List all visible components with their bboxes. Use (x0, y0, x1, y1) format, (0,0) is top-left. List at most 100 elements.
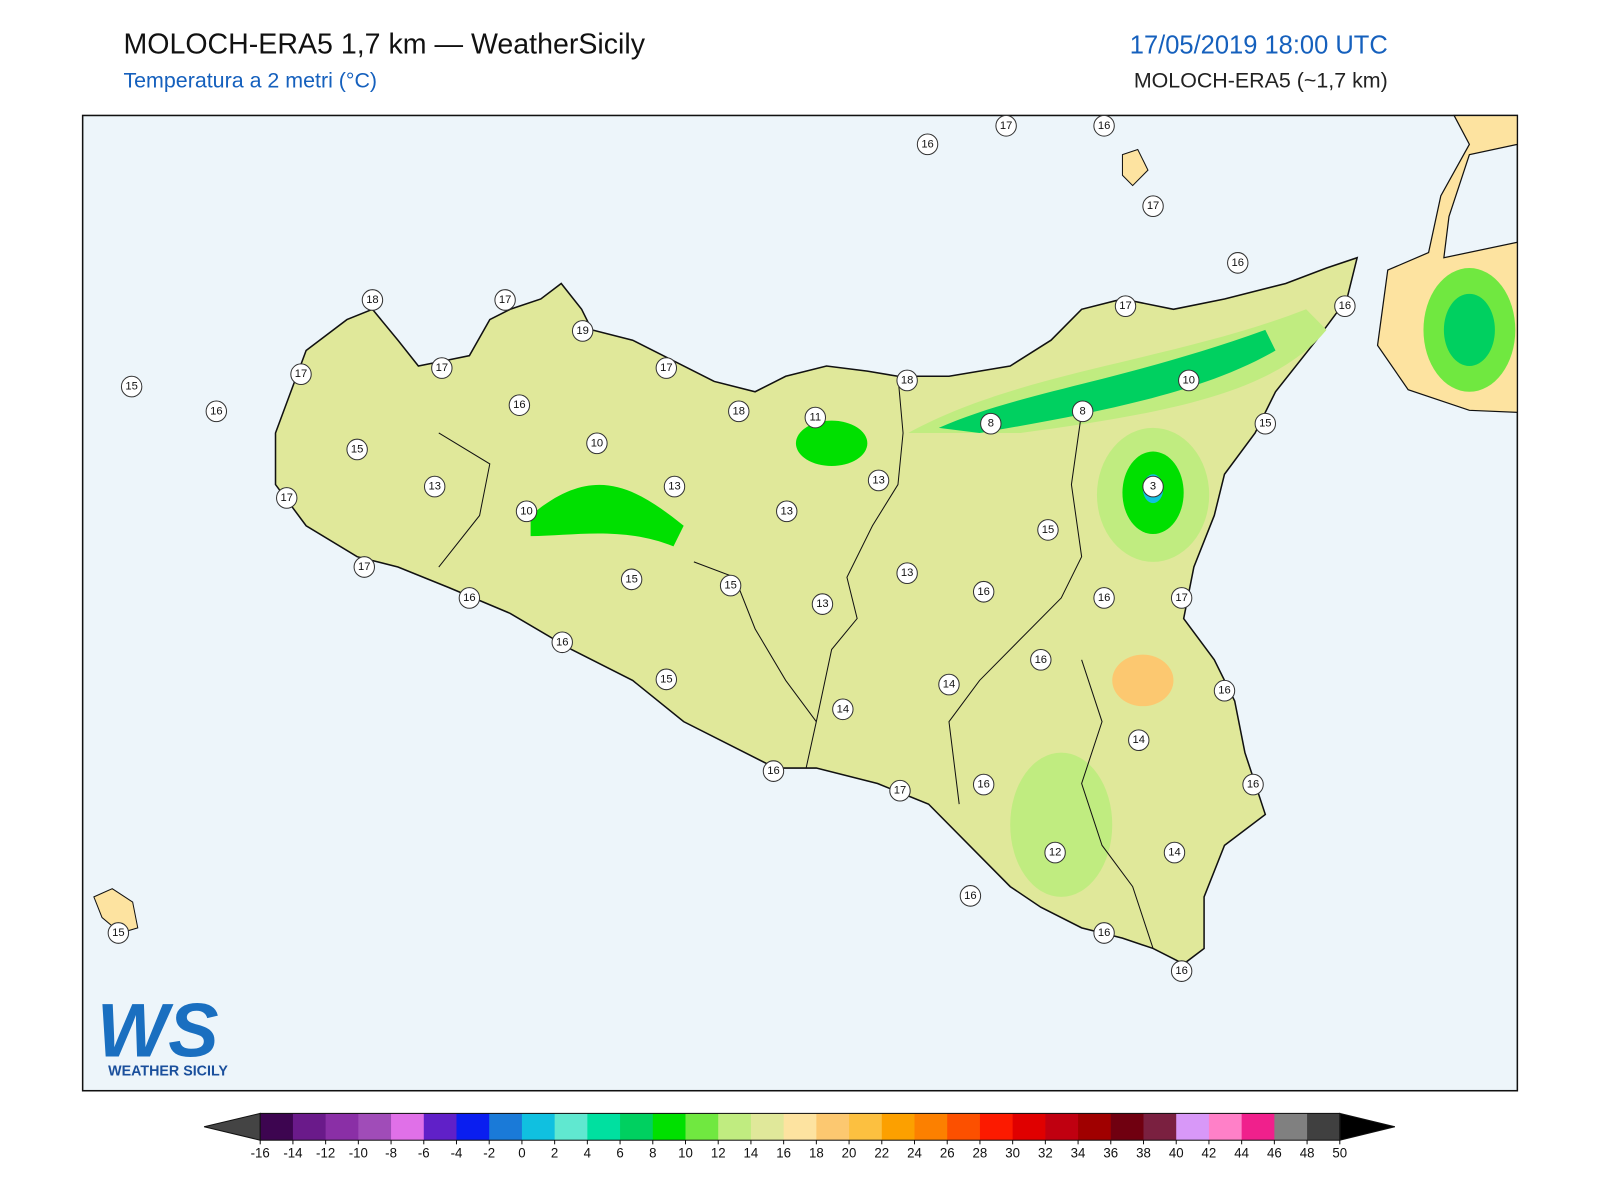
station-value: 17 (281, 492, 293, 504)
station-value: 16 (1247, 779, 1259, 791)
colorbar-segment (620, 1113, 654, 1141)
station-value: 14 (837, 703, 849, 715)
station-marker (972, 773, 995, 796)
station-marker (361, 289, 384, 311)
station-value: 17 (1175, 592, 1187, 604)
colorbar-segment (685, 1113, 719, 1141)
station-value: 8 (988, 418, 994, 430)
station-value: 15 (125, 381, 137, 393)
station-value: 17 (436, 362, 448, 374)
station-value: 13 (816, 598, 828, 610)
station-marker (1163, 841, 1186, 864)
stations: 16 17 16 17 16 16 17 10 15 8 8 3 18 11 13 18 17 19 17 18 17 1… (107, 114, 1356, 982)
colorbar-segment (1274, 1113, 1308, 1141)
station: 17 (353, 556, 375, 578)
colorbar-tick-label: -14 (283, 1146, 303, 1161)
station-marker (655, 668, 678, 691)
province-border (1081, 659, 1154, 949)
station-value: 16 (1175, 965, 1187, 977)
station-marker (1044, 841, 1066, 864)
station: 18 (728, 400, 750, 423)
station-marker (972, 580, 995, 603)
colorbar-segment (718, 1113, 752, 1141)
station-value: 16 (556, 636, 568, 648)
colorbar-tick-label: 36 (1103, 1146, 1118, 1161)
colorbar-segment (1110, 1113, 1145, 1141)
colorbar-segment (456, 1113, 490, 1141)
station-value: 15 (660, 673, 672, 685)
station: 18 (361, 289, 384, 311)
station-marker (551, 631, 573, 654)
colorbar-tick-label: 26 (940, 1146, 955, 1161)
station-value: 10 (1183, 374, 1195, 386)
station-marker (1213, 679, 1236, 702)
station: 16 (1242, 773, 1264, 796)
station-marker (120, 375, 143, 398)
station-value: 16 (964, 890, 976, 902)
colorbar-tick-label: 24 (907, 1146, 922, 1161)
station: 13 (896, 562, 918, 585)
station-value: 15 (1042, 524, 1054, 536)
colorbar-segment (979, 1113, 1014, 1141)
station-value: 18 (733, 405, 745, 417)
colorbar-segment (1241, 1113, 1275, 1141)
station-marker (515, 500, 538, 523)
colorbar-tick-label: 44 (1234, 1146, 1249, 1161)
station-value: 17 (1119, 300, 1131, 312)
station-value: 13 (872, 474, 884, 486)
station-value: 3 (1150, 481, 1156, 493)
map: 16 17 16 17 16 16 17 10 15 8 8 3 18 11 13 18 17 19 17 18 17 1… (81, 114, 1519, 1092)
station-marker (719, 574, 742, 597)
station-value: 13 (901, 567, 913, 579)
station-value: 12 (1049, 847, 1061, 859)
model-label: MOLOCH-ERA5 (~1,7 km) (1134, 69, 1388, 93)
colorbar-segment (325, 1113, 359, 1141)
station-value: 15 (351, 443, 363, 455)
station-marker (431, 357, 453, 379)
station: 8 (1071, 400, 1094, 423)
colorbar-segment (1307, 1113, 1341, 1141)
station: 17 (655, 357, 678, 379)
colorbar-segment (750, 1113, 785, 1141)
colorbar-tick-label: 34 (1071, 1146, 1086, 1161)
station: 16 (1334, 295, 1356, 318)
station-marker (423, 475, 446, 498)
station-value: 16 (1339, 300, 1351, 312)
station-value: 17 (499, 294, 511, 306)
station-value: 17 (1000, 120, 1012, 132)
station-marker (1093, 114, 1115, 137)
colorbar-tick-label: 8 (649, 1146, 656, 1161)
station: 15 (655, 668, 678, 691)
colorbar-tick-label: 6 (616, 1146, 623, 1161)
station-marker (776, 500, 798, 523)
station: 10 (1178, 369, 1200, 392)
station: 16 (972, 580, 995, 603)
station-value: 18 (901, 374, 913, 386)
station: 16 (1227, 252, 1249, 274)
colorbar-segment (1045, 1113, 1079, 1141)
colorbar-segment (554, 1113, 588, 1141)
station: 15 (107, 922, 130, 944)
colorbar-tick-label: 16 (776, 1146, 791, 1161)
station-value: 17 (295, 368, 307, 380)
station-marker (728, 400, 750, 423)
station: 16 (1170, 960, 1193, 982)
station: 13 (423, 475, 446, 498)
colorbar-segment (1208, 1113, 1243, 1141)
station-marker (980, 412, 1002, 435)
station-marker (494, 289, 516, 311)
temp-area (1443, 293, 1495, 366)
colorbar-tick-label: -16 (251, 1146, 270, 1161)
colorbar-tick-label: -2 (483, 1146, 495, 1161)
colorbar-over (1339, 1112, 1396, 1141)
station-value: 17 (894, 785, 906, 797)
station: 13 (663, 475, 686, 498)
station-marker (896, 369, 918, 392)
station: 17 (494, 289, 516, 311)
station: 10 (586, 432, 608, 455)
logo-mark: WS (97, 988, 219, 1073)
colorbar-tick-label: -8 (385, 1146, 397, 1161)
colorbar-segment (521, 1113, 556, 1141)
colorbar: -16 -14 -12 -10 -8 -6 -4 -2 0 2 4 6 8 10 12 14 16 18 20 22 2… (203, 1112, 1396, 1161)
